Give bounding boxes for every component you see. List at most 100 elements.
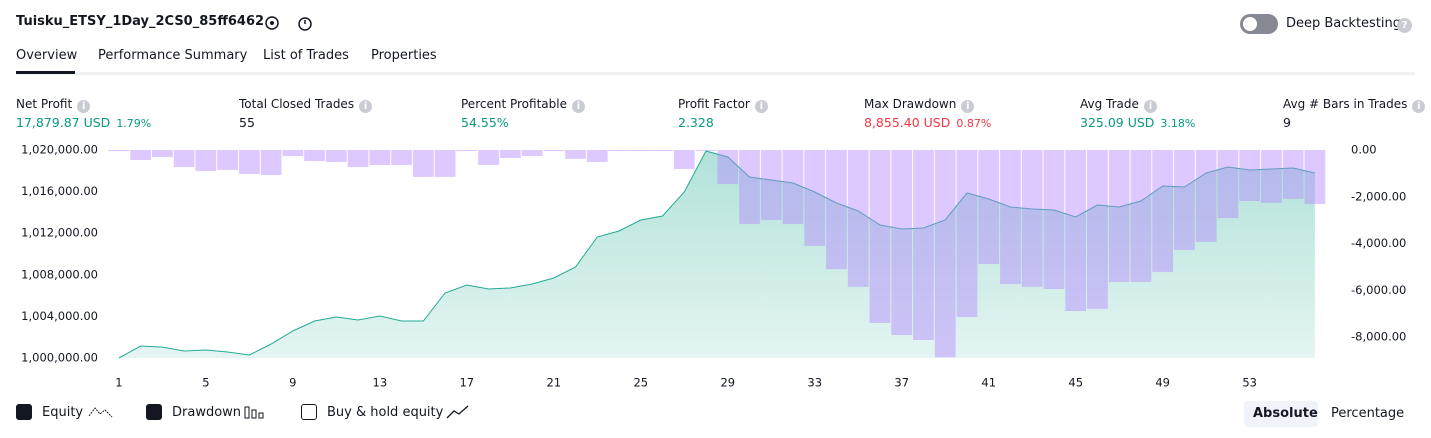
y2-tick-label: -2,000.00 [1351,189,1406,203]
metric-value-row: 8,855.40 USD 0.87% [864,112,991,131]
drawdown-bar [304,150,325,161]
x-tick-label: 17 [459,376,474,390]
drawdown-checkbox[interactable] [146,404,162,420]
drawdown-bar [347,150,369,168]
metric: Total Closed Trades i [239,93,373,113]
help-icon[interactable]: ? [1397,18,1412,33]
y-tick-label: 1,012,000.00 [21,226,98,240]
metric-value-row: 54.55% [461,112,509,131]
metric-value-row: 17,879.87 USD 1.79% [16,112,151,131]
drawdown-bar [1282,150,1304,199]
drawdown-bar [804,150,826,246]
drawdown-bar [173,150,195,168]
drawdown-bar [412,150,434,177]
drawdown-bar [282,150,304,157]
mode-button[interactable]: Percentage [1331,406,1405,421]
tab[interactable]: Properties [371,48,437,63]
toggle-label: Deep Backtesting [1286,16,1402,31]
chart: 1,000,000.00 1,004,000.00 1,008,000.00 1,01… [21,143,1406,390]
info-icon[interactable]: i [1143,100,1157,113]
equity-area [118,151,1315,358]
metric-value: 9 [1283,115,1291,130]
drawdown-bar [1043,150,1065,289]
x-tick-label: 29 [720,376,735,390]
drawdown-bar [434,150,456,177]
drawdown-bar [891,150,913,336]
y-tick-label: 1,020,000.00 [21,143,98,157]
drawdown-bar [1130,150,1152,282]
y2-tick-label: -4,000.00 [1351,236,1406,250]
drawdown-bar [108,150,130,152]
y-tick-label: 1,000,000.00 [21,351,98,365]
y2-tick-label: 0.00 [1351,143,1377,157]
legend-label: Drawdown [172,405,242,420]
x-tick-label: 13 [373,376,388,390]
metric: Percent Profitable i [461,93,585,113]
info-icon[interactable]: i [359,100,373,113]
drawdown-bar [652,150,673,151]
drawdown-bar [217,150,238,170]
y-tick-label: 1,008,000.00 [21,267,98,281]
drawdown-bar [760,150,782,220]
metric-label: Profit Factor [678,97,750,111]
metric-label: Total Closed Trades [239,97,355,111]
drawdown-bar [478,150,499,165]
metric: Avg # Bars in Trades i [1283,93,1426,113]
metric: Profit Factor i [678,93,768,113]
metric-percent: 1.79% [116,117,152,130]
drawdown-bar [238,150,260,175]
metric-value: 8,855.40 USD [864,115,951,130]
drawdown-bar [782,150,804,224]
drawdown-bar [130,150,151,161]
tab[interactable]: Performance Summary [98,48,248,63]
drawdown-bar [543,150,565,151]
x-tick-label: 9 [289,376,296,390]
legend-label: Equity [42,405,84,420]
y2-tick-label: -6,000.00 [1351,283,1406,297]
mode-button[interactable]: Absolute [1253,406,1318,421]
y2-tick-label: -8,000.00 [1351,330,1406,344]
buy-hold-checkbox[interactable] [301,404,317,420]
metric-value-row: 2.328 [678,112,714,131]
metric-label: Avg # Bars in Trades [1283,97,1408,111]
drawdown-bar [673,150,695,169]
drawdown-bar [956,150,978,318]
info-icon[interactable]: i [571,100,585,113]
metric-value: 54.55% [461,115,509,130]
drawdown-bar [456,150,478,151]
metric-value-row: 9 [1283,112,1291,131]
info-icon[interactable]: i [1412,100,1426,113]
equity-line [118,150,1316,359]
toggle[interactable] [1240,14,1278,34]
drawdown-bar [826,150,847,270]
metric-value-row: 55 [239,112,255,131]
x-tick-label: 41 [981,376,996,390]
x-tick-label: 49 [1155,376,1170,390]
x-tick-label: 25 [633,376,648,390]
drawdown-bar [717,150,739,184]
metric-value: 17,879.87 USD [16,115,111,130]
drawdown-bar [847,150,869,287]
strategy-title: Tuisku_ETSY_1Day_2CS0_85ff6462 [16,14,265,29]
tab[interactable]: Overview [16,48,78,63]
info-icon[interactable]: i [961,100,975,113]
info-icon[interactable]: i [77,100,91,113]
drawdown-bar [260,150,282,176]
title-icons[interactable] [263,14,313,34]
equity-checkbox[interactable] [16,404,32,420]
drawdown-bar [1195,150,1217,242]
drawdown-bar [499,150,521,158]
x-tick-label: 45 [1068,376,1083,390]
metric-label: Net Profit [16,97,73,111]
metric: Max Drawdown i [864,93,975,113]
tab[interactable]: List of Trades [263,48,349,63]
metric: Net Profit i [16,93,91,113]
y-tick-label: 1,004,000.00 [21,309,98,323]
drawdown-bar [1174,150,1195,250]
drawdown-bar [869,150,891,323]
drawdown-bar [1304,150,1326,205]
info-icon[interactable]: i [754,100,768,113]
metric-percent: 0.87% [956,117,992,130]
metric-value: 55 [239,115,255,130]
